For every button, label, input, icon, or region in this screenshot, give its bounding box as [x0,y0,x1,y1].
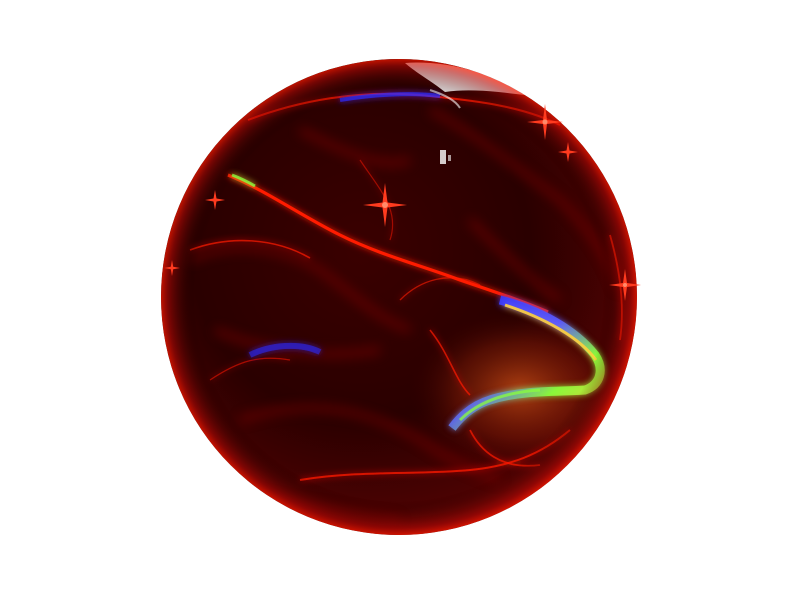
sparkle-star [164,260,180,276]
sparkles [164,104,641,301]
sphere-rim [161,59,637,535]
sparkle-star [363,183,407,227]
sparkle-star [609,269,641,301]
caustic-layer [161,59,637,535]
sparkle-star [527,104,563,140]
sparkle-star [558,142,578,162]
sparkle-star [205,190,225,210]
sphere [161,59,641,535]
